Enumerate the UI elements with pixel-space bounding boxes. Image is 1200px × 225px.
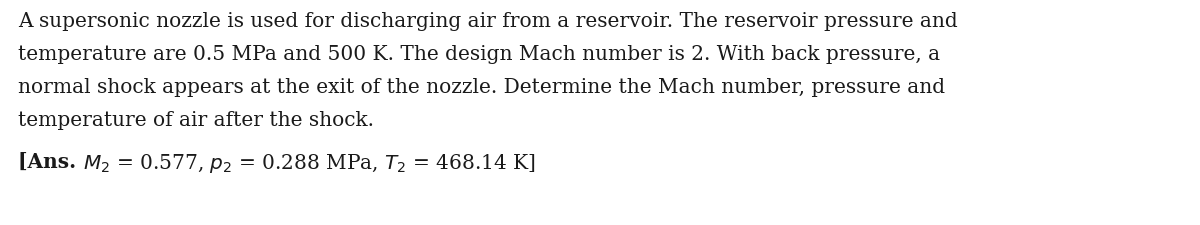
Text: A supersonic nozzle is used for discharging air from a reservoir. The reservoir : A supersonic nozzle is used for discharg… [18, 12, 958, 31]
Text: normal shock appears at the exit of the nozzle. Determine the Mach number, press: normal shock appears at the exit of the … [18, 78, 946, 97]
Text: $M_2$ = 0.577, $p_2$ = 0.288 MPa, $T_2$ = 468.14 K]: $M_2$ = 0.577, $p_2$ = 0.288 MPa, $T_2$ … [83, 152, 536, 175]
Text: [Ans.: [Ans. [18, 152, 83, 172]
Text: temperature of air after the shock.: temperature of air after the shock. [18, 111, 374, 130]
Text: temperature are 0.5 MPa and 500 K. The design Mach number is 2. With back pressu: temperature are 0.5 MPa and 500 K. The d… [18, 45, 940, 64]
